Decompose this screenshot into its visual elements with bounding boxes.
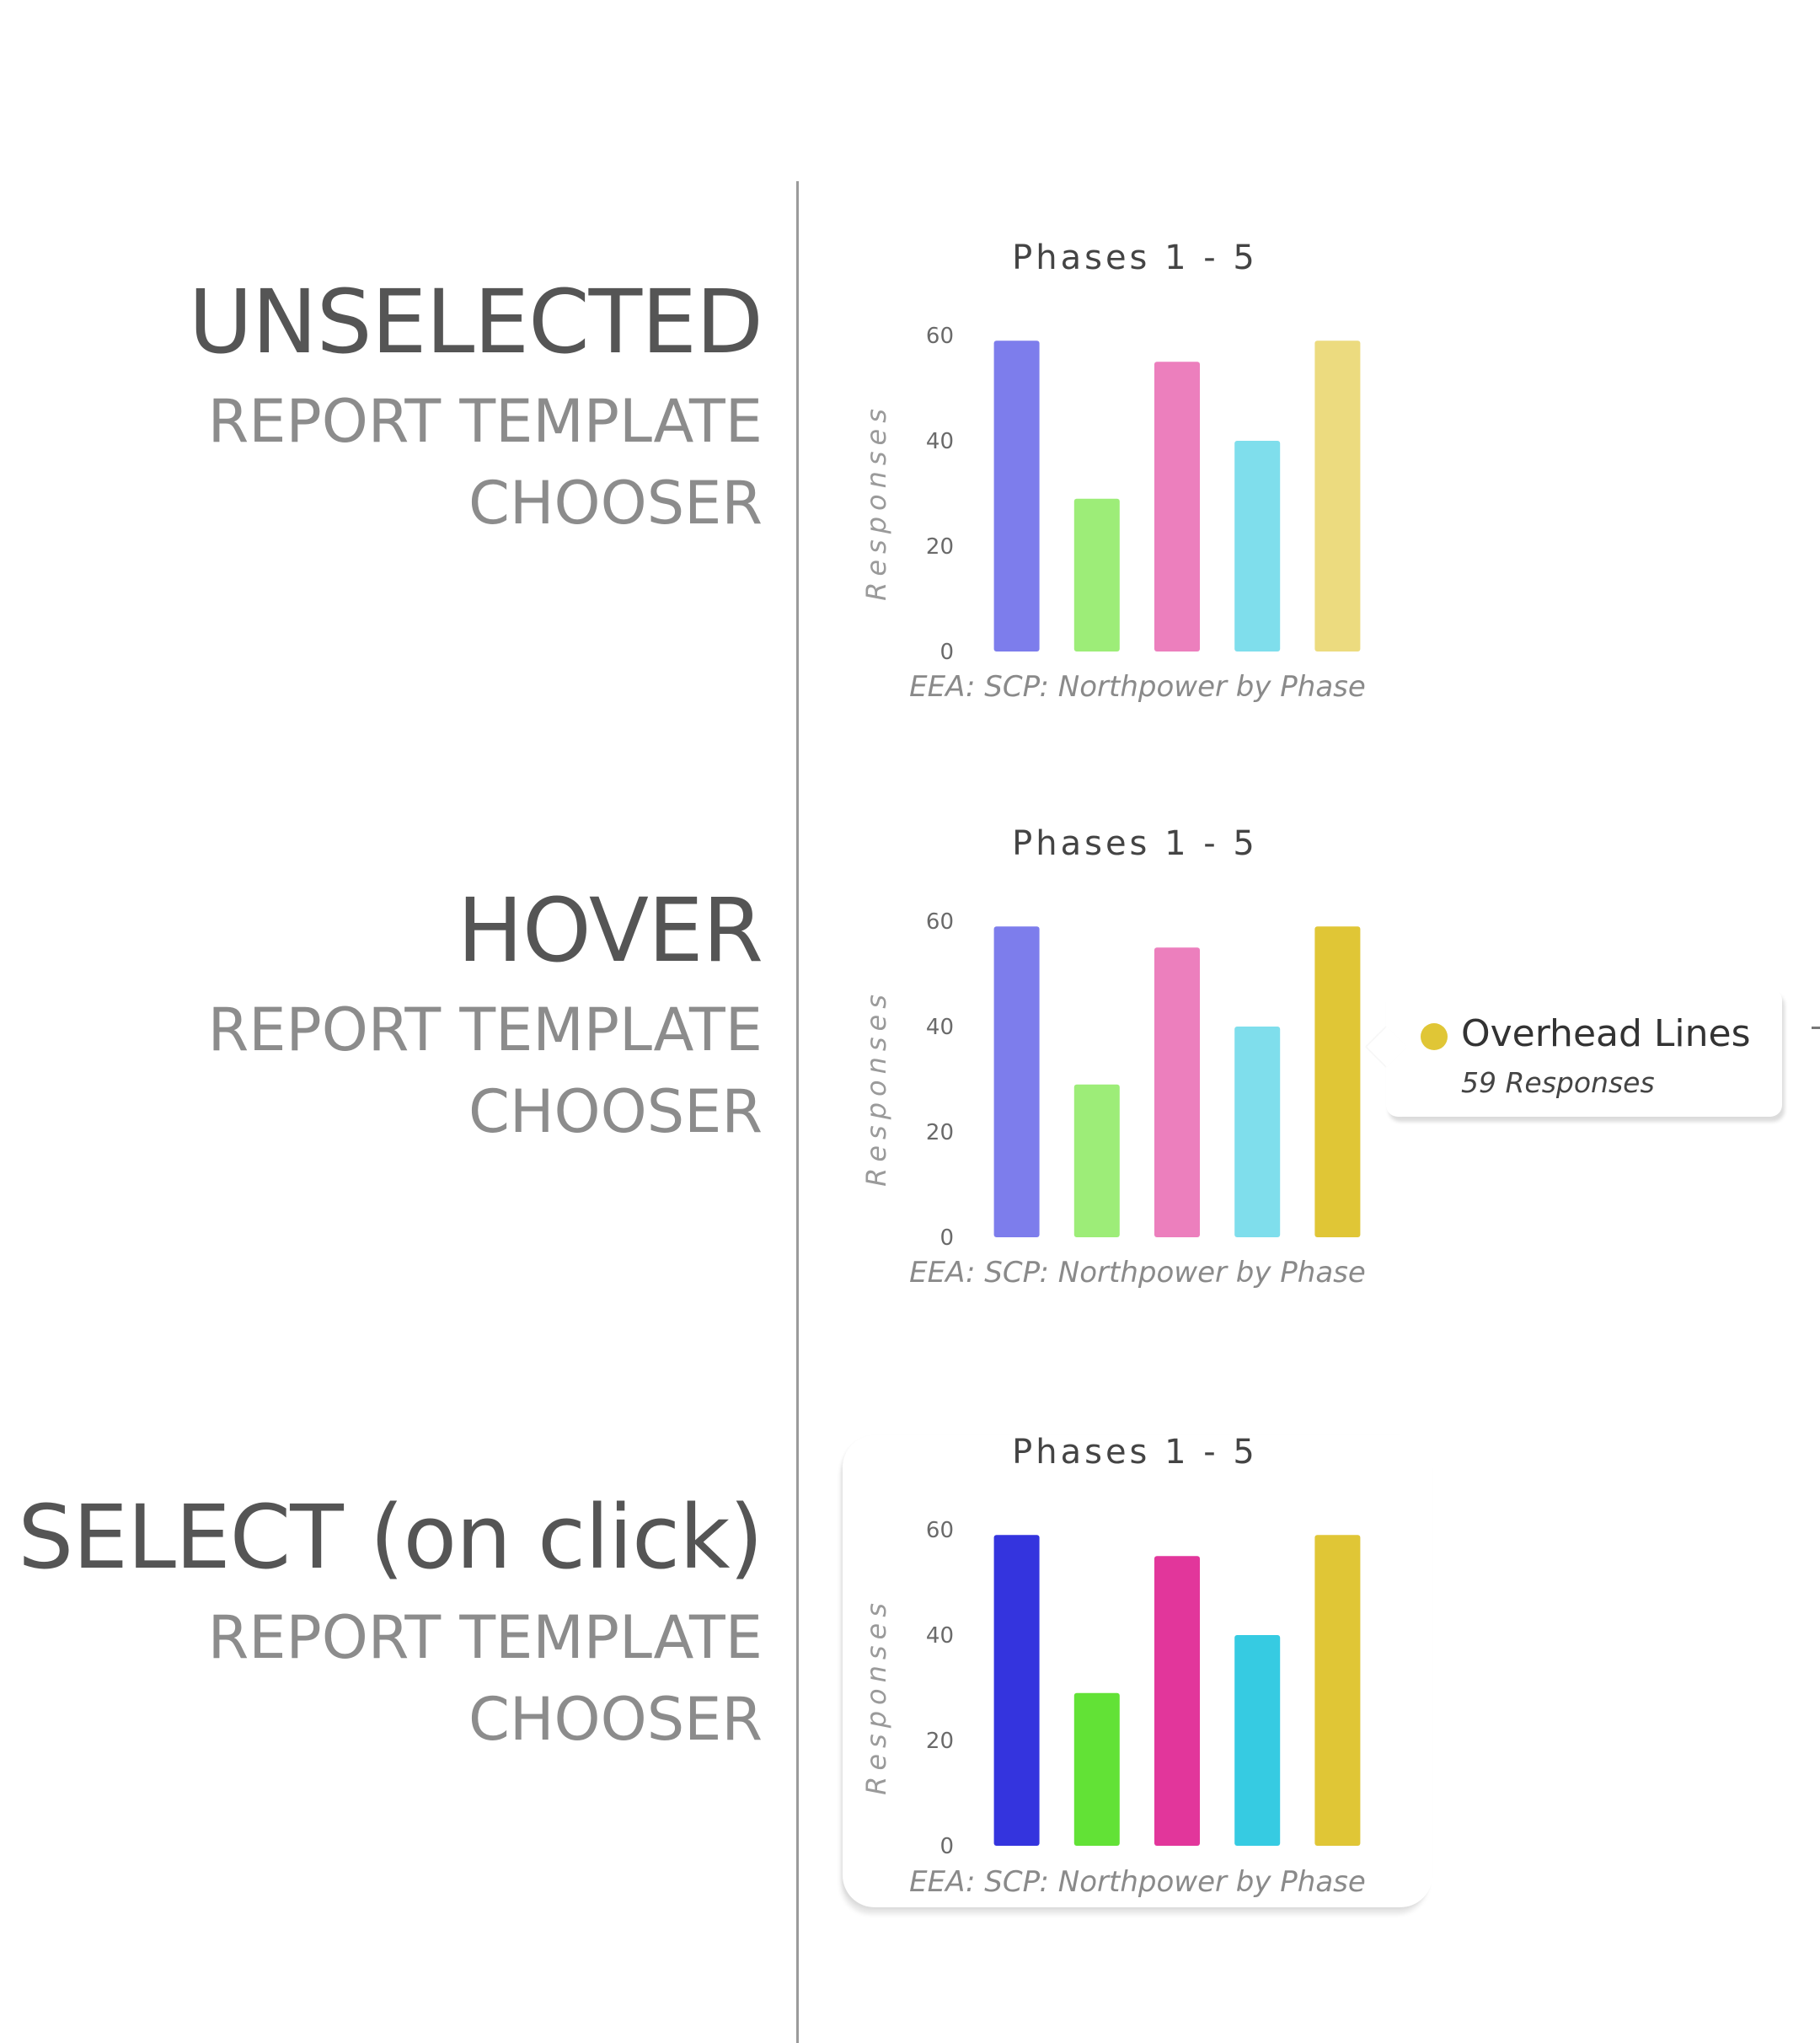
state-subtitle-line1: REPORT TEMPLATE xyxy=(207,387,763,456)
state-subtitle-line2: CHOOSER xyxy=(468,469,763,538)
state-title: UNSELECTED xyxy=(188,271,763,373)
state-subtitle-line1: REPORT TEMPLATE xyxy=(207,995,763,1064)
bar-2[interactable] xyxy=(1073,1692,1120,1846)
y-tick-label: 40 xyxy=(926,429,954,454)
y-tick-label: 40 xyxy=(926,1623,954,1649)
chart-card-hover[interactable]: Phases 1 - 5 0 20 40 60 Responses xyxy=(843,827,1432,1299)
state-title: SELECT (on click) xyxy=(18,1486,763,1589)
chart-title: Phases 1 - 5 xyxy=(1012,1433,1258,1472)
chart-title: Phases 1 - 5 xyxy=(1012,239,1258,277)
tooltip-color-dot xyxy=(1421,1023,1448,1050)
bar-tooltip: Overhead Lines 59 Responses xyxy=(1366,989,1782,1117)
y-tick-label: 60 xyxy=(926,909,954,935)
state-title: HOVER xyxy=(457,879,763,982)
y-tick-label: 40 xyxy=(926,1015,954,1040)
edge-tick xyxy=(1812,1027,1820,1029)
unselected-section: UNSELECTED REPORT TEMPLATE CHOOSER xyxy=(0,0,1820,590)
chart-caption: EEA: SCP: Northpower by Phase xyxy=(909,670,1366,704)
bar-4[interactable] xyxy=(1234,1635,1281,1846)
bar-chart: 0 20 40 60 Responses xyxy=(860,909,1361,1251)
bar-3[interactable] xyxy=(1154,362,1200,652)
y-tick-label: 20 xyxy=(926,1120,954,1145)
bar-3[interactable] xyxy=(1154,947,1200,1237)
y-axis-label: Responses xyxy=(860,1597,892,1795)
y-tick-label: 0 xyxy=(939,1834,954,1859)
bar-chart: 0 20 40 60 Responses xyxy=(860,324,1361,665)
chart-card-unselected[interactable]: Phases 1 - 5 0 20 40 60 Responses xyxy=(843,241,1432,713)
bar-5[interactable] xyxy=(1314,1535,1361,1846)
tooltip-value: 59 Responses xyxy=(1461,1066,1655,1099)
bar-5[interactable] xyxy=(1314,340,1361,652)
vertical-divider xyxy=(796,181,799,2043)
y-axis-label: Responses xyxy=(860,403,892,601)
bar-1[interactable] xyxy=(993,926,1040,1237)
tooltip-label: Overhead Lines xyxy=(1461,1012,1751,1055)
state-subtitle-line1: REPORT TEMPLATE xyxy=(207,1603,763,1672)
bar-4[interactable] xyxy=(1234,441,1281,652)
bar-4[interactable] xyxy=(1234,1027,1281,1237)
bar-1[interactable] xyxy=(993,340,1040,652)
bar-5[interactable] xyxy=(1314,926,1361,1237)
y-axis-label: Responses xyxy=(860,989,892,1187)
chart-title: Phases 1 - 5 xyxy=(1012,824,1258,863)
bar-chart: 0 20 40 60 Responses xyxy=(860,1518,1361,1859)
y-tick-label: 0 xyxy=(939,1225,954,1251)
hover-section: HOVER REPORT TEMPLATE CHOOSER xyxy=(0,590,1820,1180)
state-subtitle-line2: CHOOSER xyxy=(468,1685,763,1754)
state-subtitle-line2: CHOOSER xyxy=(468,1077,763,1146)
bar-1[interactable] xyxy=(993,1535,1040,1846)
bar-2[interactable] xyxy=(1073,498,1120,652)
y-tick-label: 60 xyxy=(926,1518,954,1543)
chart-caption: EEA: SCP: Northpower by Phase xyxy=(909,1256,1366,1290)
y-tick-label: 0 xyxy=(939,640,954,665)
bar-3[interactable] xyxy=(1154,1556,1200,1846)
chart-card-selected[interactable]: Phases 1 - 5 0 20 40 60 Responses xyxy=(843,1435,1432,1907)
select-section: SELECT (on click) REPORT TEMPLATE CHOOSE… xyxy=(0,1180,1820,1770)
y-tick-label: 20 xyxy=(926,534,954,560)
y-tick-label: 60 xyxy=(926,324,954,349)
chart-caption: EEA: SCP: Northpower by Phase xyxy=(909,1865,1366,1899)
bar-2[interactable] xyxy=(1073,1084,1120,1237)
y-tick-label: 20 xyxy=(926,1729,954,1754)
